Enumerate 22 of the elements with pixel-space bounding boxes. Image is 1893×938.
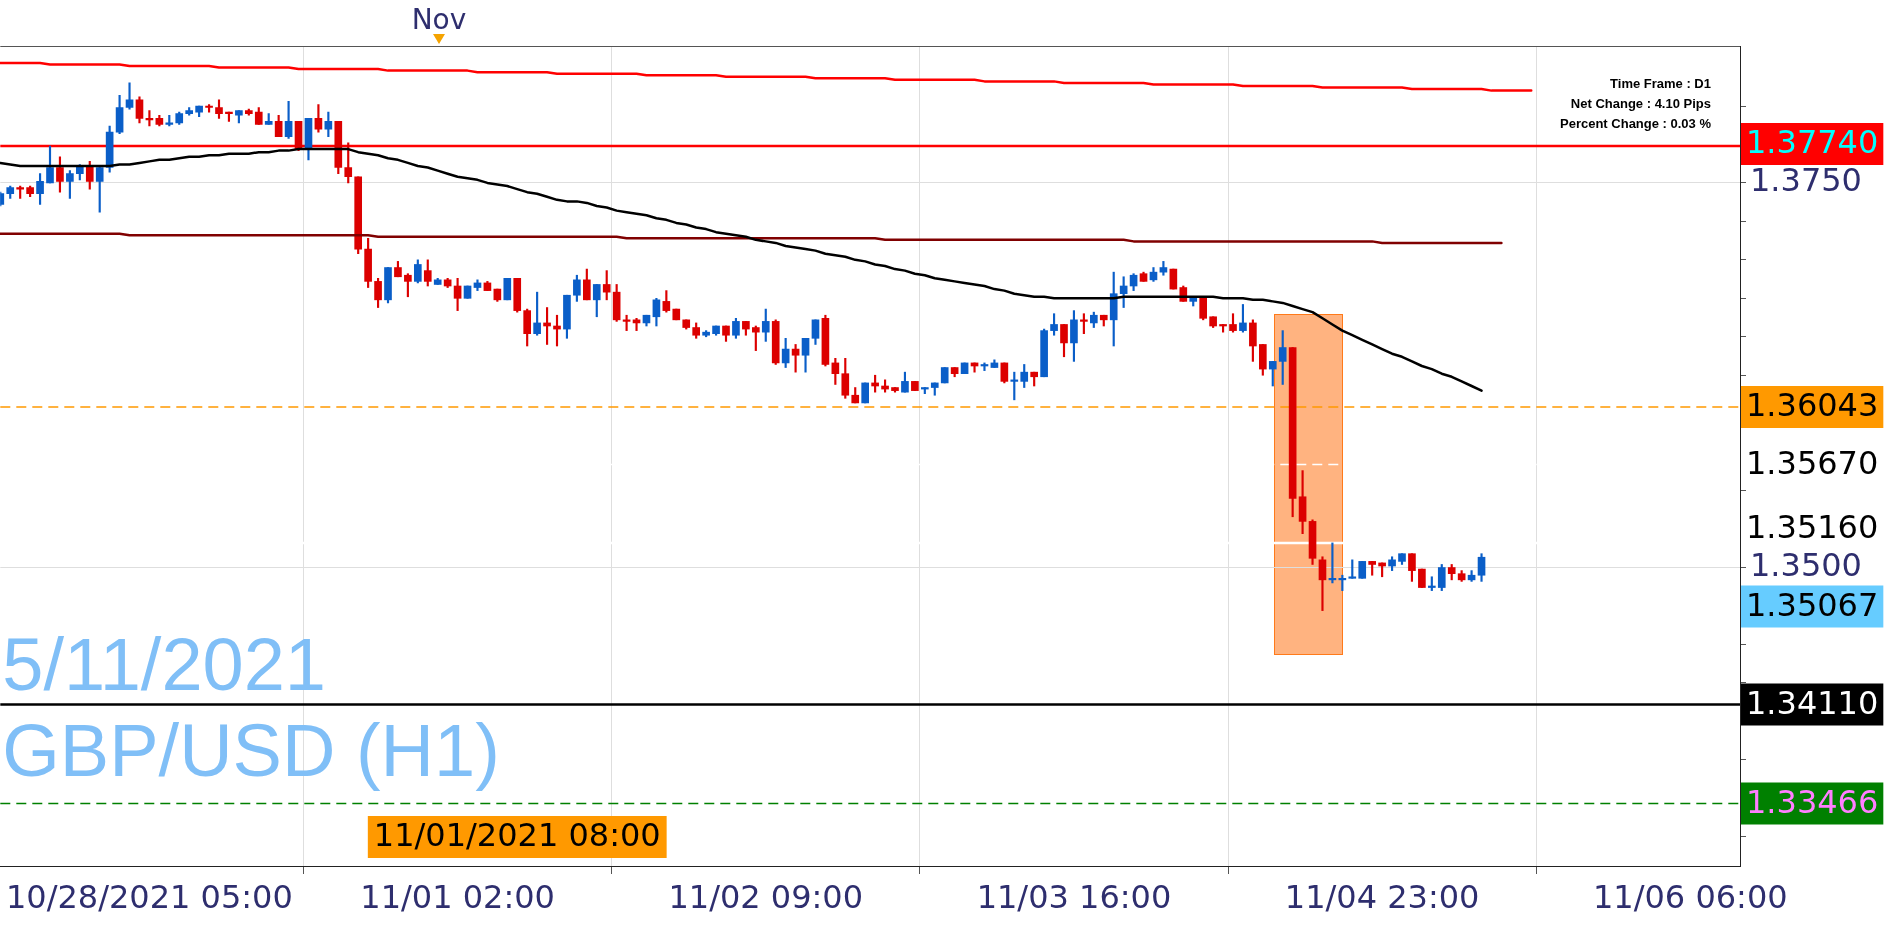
x-tick-label: 10/28/2021 05:00 bbox=[6, 877, 293, 916]
x-tick-label: 11/02 09:00 bbox=[668, 877, 864, 916]
y-tick-label: 1.3750 bbox=[1750, 161, 1862, 200]
text: 5/11/2021 bbox=[2, 623, 327, 706]
ref-line-label: 1.34110 bbox=[1746, 683, 1879, 722]
text: Nov bbox=[411, 3, 467, 37]
ref-line-label: 1.35160 bbox=[1746, 507, 1879, 546]
x-tick-label: 11/01 02:00 bbox=[360, 877, 555, 916]
ref-line-label: 1.37740 bbox=[1746, 123, 1879, 162]
x-tick-label: 11/04 23:00 bbox=[1284, 877, 1480, 916]
x-tick-label: 11/01/2021 08:00 bbox=[373, 816, 661, 855]
x-tick-label: 11/03 16:00 bbox=[976, 877, 1172, 916]
text: 1.35067 bbox=[1746, 585, 1879, 624]
annotation: Percent Change : 0.03 % bbox=[1560, 116, 1712, 131]
y-tick-label: 1.3500 bbox=[1750, 545, 1862, 584]
text: GBP/USD (H1) bbox=[2, 709, 500, 792]
ref-line-label: 1.35670 bbox=[1746, 443, 1879, 482]
ref-line-label: 1.33466 bbox=[1746, 782, 1879, 821]
annotation: Time Frame : D1 bbox=[1610, 76, 1711, 91]
annotation: Net Change : 4.10 Pips bbox=[1570, 96, 1711, 111]
ref-line-label: 1.36043 bbox=[1746, 386, 1879, 425]
x-tick-label: 11/06 06:00 bbox=[1592, 877, 1788, 916]
